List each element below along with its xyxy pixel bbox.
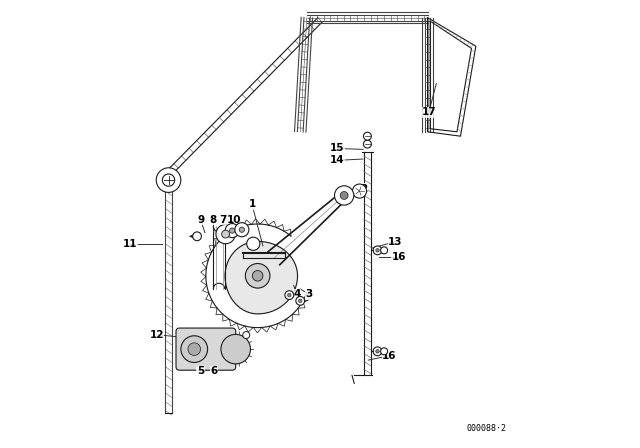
Circle shape xyxy=(364,140,371,148)
Text: 1: 1 xyxy=(248,199,255,209)
Circle shape xyxy=(216,224,236,244)
Text: 11: 11 xyxy=(123,239,138,249)
Text: 14: 14 xyxy=(330,155,345,165)
Circle shape xyxy=(235,223,249,237)
Text: 16: 16 xyxy=(382,351,397,361)
Circle shape xyxy=(376,349,380,353)
Circle shape xyxy=(381,247,388,254)
Text: 12: 12 xyxy=(149,330,164,340)
Text: 16: 16 xyxy=(392,252,406,262)
Text: 9: 9 xyxy=(197,215,204,224)
Circle shape xyxy=(246,237,260,250)
Circle shape xyxy=(188,343,200,355)
Circle shape xyxy=(340,191,348,199)
Circle shape xyxy=(156,168,181,192)
Circle shape xyxy=(364,132,371,140)
Circle shape xyxy=(296,297,305,305)
Circle shape xyxy=(373,347,382,356)
Text: 000088·2: 000088·2 xyxy=(467,424,507,433)
Circle shape xyxy=(287,293,291,297)
Circle shape xyxy=(381,348,388,355)
Circle shape xyxy=(376,249,380,252)
Circle shape xyxy=(193,232,202,241)
Text: 17: 17 xyxy=(422,107,436,117)
Circle shape xyxy=(221,230,230,238)
Circle shape xyxy=(221,334,250,364)
Circle shape xyxy=(243,332,250,339)
Circle shape xyxy=(230,228,235,233)
Circle shape xyxy=(298,299,302,302)
Text: 7: 7 xyxy=(220,215,227,224)
Circle shape xyxy=(239,227,244,233)
Circle shape xyxy=(225,224,239,237)
Circle shape xyxy=(335,186,354,205)
Text: 3: 3 xyxy=(305,289,313,299)
Circle shape xyxy=(373,246,382,255)
Text: 13: 13 xyxy=(388,237,403,246)
Circle shape xyxy=(245,263,270,288)
Circle shape xyxy=(181,336,207,362)
Circle shape xyxy=(285,291,294,300)
Text: 15: 15 xyxy=(330,143,345,154)
Text: 10: 10 xyxy=(227,215,242,224)
Text: 4: 4 xyxy=(294,289,301,299)
Circle shape xyxy=(353,184,367,198)
Polygon shape xyxy=(225,241,298,314)
Circle shape xyxy=(252,271,263,281)
Text: 2: 2 xyxy=(360,184,367,194)
Text: 6: 6 xyxy=(210,366,218,376)
FancyBboxPatch shape xyxy=(176,328,236,370)
Text: 8: 8 xyxy=(210,215,217,224)
Text: 5: 5 xyxy=(197,366,204,376)
